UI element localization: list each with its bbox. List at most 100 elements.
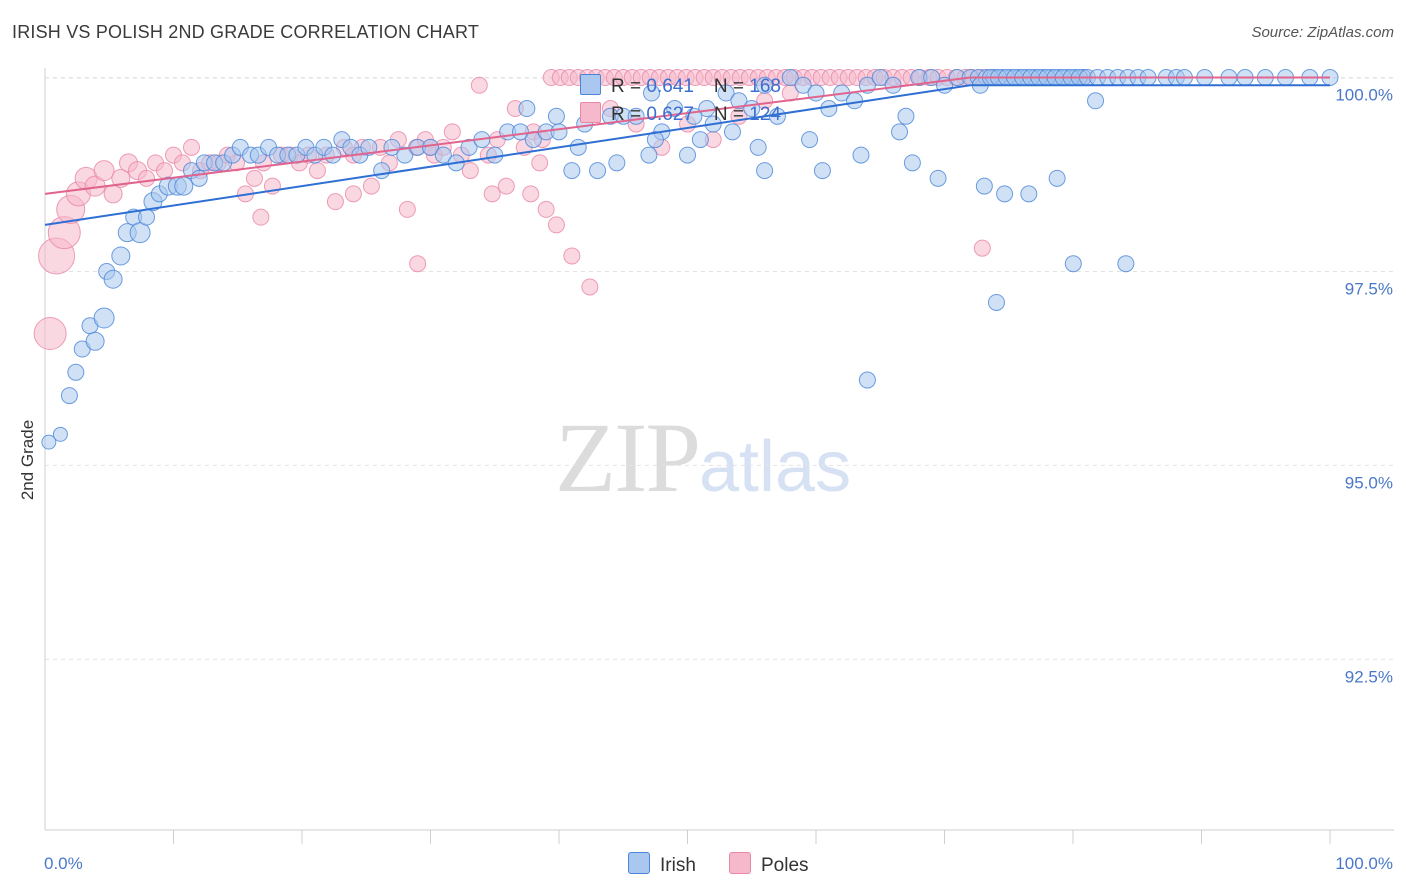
source-label: Source: ZipAtlas.com	[1251, 24, 1394, 41]
irish-point	[1117, 255, 1135, 273]
poles-point	[93, 160, 115, 182]
irish-point	[640, 146, 658, 164]
poles-point	[398, 200, 416, 218]
poles-point	[362, 177, 380, 195]
poles-point	[138, 169, 156, 187]
irish-point	[820, 100, 838, 118]
poles-point	[33, 317, 67, 351]
x-tick-label: 100.0%	[1335, 854, 1393, 873]
irish-point	[756, 76, 774, 94]
irish-point	[608, 154, 626, 172]
irish-point	[103, 269, 123, 289]
legend-swatch-irish-bottom	[628, 852, 650, 874]
irish-point	[324, 146, 342, 164]
legend-label-poles: Poles	[761, 855, 809, 876]
poles-r-value: 0.627	[646, 104, 694, 125]
irish-point	[174, 176, 194, 196]
legend-item-irish[interactable]: Irish	[628, 852, 696, 877]
irish-point	[813, 162, 831, 180]
poles-point	[182, 138, 200, 156]
irish-point	[41, 434, 57, 450]
irish-point	[547, 107, 565, 125]
irish-point	[129, 222, 151, 244]
irish-point	[846, 92, 864, 110]
poles-point	[252, 208, 270, 226]
y-tick-label: 100.0%	[1335, 86, 1393, 105]
y-tick-label: 97.5%	[1345, 279, 1393, 298]
legend-swatch-poles	[580, 102, 601, 123]
irish-point	[723, 123, 741, 141]
irish-point	[646, 131, 664, 149]
irish-point	[396, 146, 414, 164]
poles-point	[245, 169, 263, 187]
poles-point	[344, 185, 362, 203]
irish-point	[730, 92, 748, 110]
poles-r-label: R =	[611, 104, 647, 125]
poles-point	[308, 162, 326, 180]
irish-point	[190, 169, 208, 187]
irish-point	[550, 123, 568, 141]
irish-point	[801, 131, 819, 149]
poles-point	[563, 247, 581, 265]
irish-point	[996, 185, 1014, 203]
poles-point	[522, 185, 540, 203]
irish-point	[434, 146, 452, 164]
legend-item-poles[interactable]: Poles	[729, 852, 809, 877]
irish-point	[60, 387, 78, 405]
irish-n-label: N =	[713, 76, 750, 97]
irish-point	[486, 146, 504, 164]
irish-point	[1064, 255, 1082, 273]
irish-point	[929, 169, 947, 187]
poles-point	[973, 239, 991, 257]
irish-point	[373, 162, 391, 180]
irish-point	[111, 246, 131, 266]
irish-point	[1048, 169, 1066, 187]
legend-row-irish: R = 0.641 N = 168	[580, 74, 781, 98]
poles-n-label: N =	[713, 104, 750, 125]
poles-point	[470, 76, 488, 94]
poles-n-value: 124	[749, 104, 781, 125]
irish-point	[717, 84, 735, 102]
irish-point	[85, 331, 105, 351]
irish-point	[679, 146, 696, 164]
irish-point	[518, 100, 536, 118]
poles-trend-line	[44, 76, 971, 195]
poles-point	[537, 200, 555, 218]
irish-point	[93, 307, 115, 329]
irish-point	[756, 162, 774, 180]
poles-point	[547, 216, 565, 234]
irish-r-label: R =	[611, 76, 647, 97]
irish-point	[138, 208, 156, 226]
irish-point	[975, 177, 993, 195]
irish-point	[460, 138, 478, 156]
legend-swatch-irish	[580, 74, 601, 95]
x-tick-label: 0.0%	[44, 854, 83, 873]
irish-point	[871, 69, 889, 87]
irish-point	[987, 293, 1005, 311]
series-legend: Irish Poles	[0, 852, 1406, 876]
irish-point	[569, 138, 587, 156]
poles-point	[497, 177, 515, 195]
irish-point	[884, 76, 902, 94]
irish-point	[891, 123, 909, 141]
poles-point	[581, 278, 599, 296]
poles-point	[156, 162, 174, 180]
correlation-legend: R = 0.641 N = 168 R = 0.627 N = 124	[566, 66, 816, 132]
chart-title: IRISH VS POLISH 2ND GRADE CORRELATION CH…	[12, 22, 480, 42]
irish-point	[749, 138, 767, 156]
irish-point	[52, 426, 68, 442]
irish-point	[852, 146, 870, 164]
irish-point	[643, 84, 661, 102]
irish-point	[691, 131, 709, 149]
poles-point	[326, 193, 344, 211]
irish-point	[1087, 92, 1105, 110]
poles-point	[409, 255, 427, 273]
legend-swatch-poles-bottom	[729, 852, 751, 874]
irish-point	[511, 123, 529, 141]
irish-point	[781, 69, 799, 87]
y-tick-label: 95.0%	[1345, 473, 1393, 492]
poles-point	[531, 154, 549, 172]
irish-point	[903, 154, 921, 172]
poles-point	[443, 123, 461, 141]
